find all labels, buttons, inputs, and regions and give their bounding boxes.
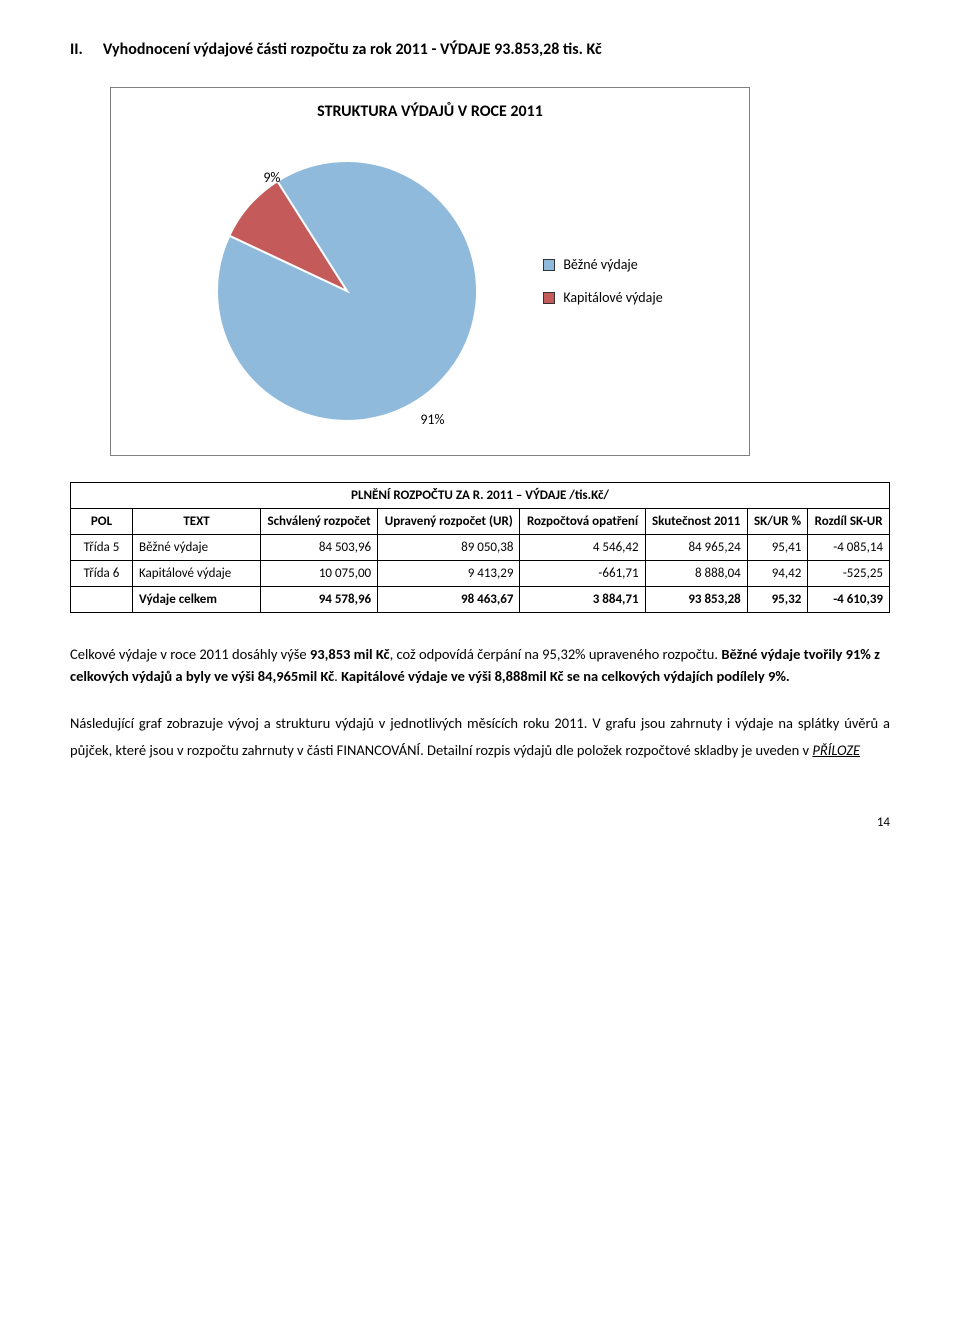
pie-label-9: 9% (263, 169, 280, 186)
chart-legend: Běžné výdaje Kapitálové výdaje (543, 256, 662, 306)
cell-value: 84 965,24 (645, 535, 747, 561)
cell-value: 3 884,71 (520, 587, 645, 613)
cell-value: -525,25 (808, 561, 890, 587)
p1-s1b: 93,853 mil Kč (310, 645, 390, 663)
pie-chart: 9% 91% (197, 131, 497, 431)
legend-label: Kapitálové výdaje (563, 289, 662, 306)
summary-paragraph-2: Následující graf zobrazuje vývoj a struk… (70, 710, 890, 765)
cell-value: -4 610,39 (808, 587, 890, 613)
p1-s3a: Kapitálové výdaje ve výši 8,888mil Kč se… (341, 667, 790, 685)
cell-value: 10 075,00 (261, 561, 378, 587)
cell-value: 9 413,29 (378, 561, 520, 587)
chart-body: 9% 91% Běžné výdaje Kapitálové výdaje (111, 131, 749, 431)
cell-value: 98 463,67 (378, 587, 520, 613)
heading-roman: II. (70, 40, 83, 59)
section-heading: II. Vyhodnocení výdajové části rozpočtu … (70, 40, 890, 59)
legend-swatch (543, 292, 555, 304)
cell-value: 93 853,28 (645, 587, 747, 613)
cell-pol (71, 587, 133, 613)
table-header-cell: POL (71, 509, 133, 535)
cell-pol: Třída 6 (71, 561, 133, 587)
table-header-cell: SK/UR % (747, 509, 808, 535)
pie-label-91: 91% (420, 411, 444, 428)
table-row: Třída 6Kapitálové výdaje10 075,009 413,2… (71, 561, 890, 587)
cell-value: 95,41 (747, 535, 808, 561)
p1-s1c: , což odpovídá čerpání na 95,32% upraven… (390, 645, 722, 663)
table-header-cell: TEXT (133, 509, 261, 535)
cell-value: 84 503,96 (261, 535, 378, 561)
cell-value: 8 888,04 (645, 561, 747, 587)
cell-pol: Třída 5 (71, 535, 133, 561)
table-header-cell: Rozdíl SK-UR (808, 509, 890, 535)
legend-swatch (543, 259, 555, 271)
heading-text: Vyhodnocení výdajové části rozpočtu za r… (103, 40, 602, 59)
pie-svg (197, 131, 497, 431)
page-number: 14 (70, 815, 890, 830)
cell-text: Výdaje celkem (133, 587, 261, 613)
cell-value: -661,71 (520, 561, 645, 587)
cell-value: -4 085,14 (808, 535, 890, 561)
table-header-cell: Upravený rozpočet (UR) (378, 509, 520, 535)
table-row: Třída 5Běžné výdaje84 503,9689 050,384 5… (71, 535, 890, 561)
legend-label: Běžné výdaje (563, 256, 637, 273)
budget-table: PLNĚNÍ ROZPOČTU ZA R. 2011 – VÝDAJE /tis… (70, 482, 890, 613)
cell-text: Kapitálové výdaje (133, 561, 261, 587)
appendix-link[interactable]: PŘÍLOZE (812, 741, 860, 759)
table-header-cell: Skutečnost 2011 (645, 509, 747, 535)
table-header-cell: Schválený rozpočet (261, 509, 378, 535)
chart-title: STRUKTURA VÝDAJŮ V ROCE 2011 (111, 102, 749, 121)
legend-item-kapitalove: Kapitálové výdaje (543, 289, 662, 306)
p1-s1a: Celkové výdaje v roce 2011 dosáhly výše (70, 645, 310, 663)
cell-value: 89 050,38 (378, 535, 520, 561)
table-header-cell: Rozpočtová opatření (520, 509, 645, 535)
cell-value: 94 578,96 (261, 587, 378, 613)
p2-text: Následující graf zobrazuje vývoj a struk… (70, 714, 890, 760)
legend-item-bezne: Běžné výdaje (543, 256, 662, 273)
cell-value: 95,32 (747, 587, 808, 613)
table-caption: PLNĚNÍ ROZPOČTU ZA R. 2011 – VÝDAJE /tis… (71, 483, 890, 509)
table-header-row: POLTEXTSchválený rozpočetUpravený rozpoč… (71, 509, 890, 535)
pie-chart-frame: STRUKTURA VÝDAJŮ V ROCE 2011 9% 91% Běžné… (110, 87, 750, 456)
table-caption-row: PLNĚNÍ ROZPOČTU ZA R. 2011 – VÝDAJE /tis… (71, 483, 890, 509)
cell-value: 94,42 (747, 561, 808, 587)
cell-value: 4 546,42 (520, 535, 645, 561)
summary-paragraph-1: Celkové výdaje v roce 2011 dosáhly výše … (70, 643, 890, 688)
cell-text: Běžné výdaje (133, 535, 261, 561)
table-row-total: Výdaje celkem94 578,9698 463,673 884,719… (71, 587, 890, 613)
